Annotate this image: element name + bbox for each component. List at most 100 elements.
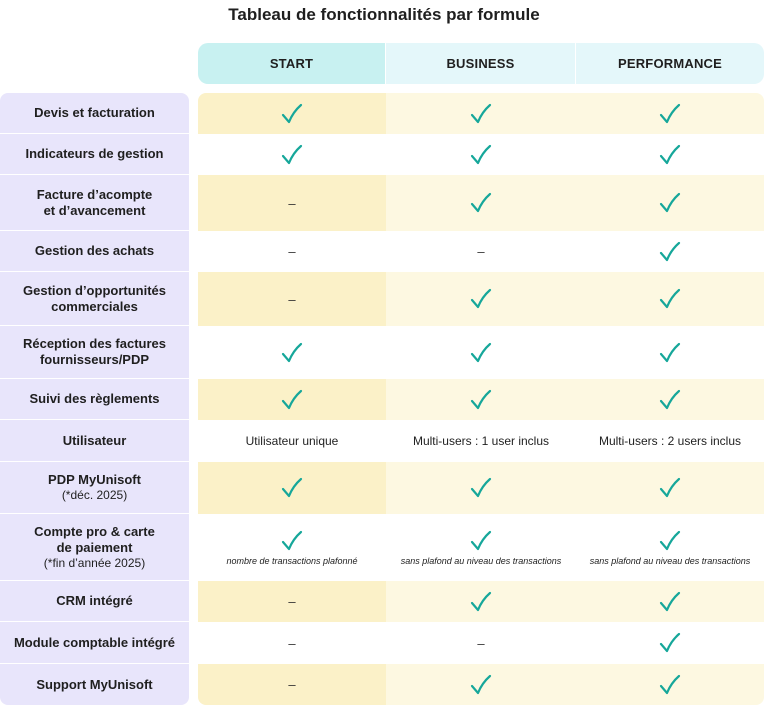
table-cell-business <box>386 581 576 622</box>
not-included-dash: – <box>477 244 485 259</box>
check-icon <box>470 477 492 499</box>
not-included-dash: – <box>288 594 296 609</box>
check-icon <box>470 144 492 166</box>
table-cell-start: – <box>198 175 386 231</box>
check-icon <box>470 389 492 411</box>
table-cell-performance <box>576 326 764 379</box>
check-icon <box>659 288 681 310</box>
check-icon <box>470 674 492 696</box>
table-cell-performance <box>576 93 764 134</box>
not-included-dash: – <box>288 244 296 259</box>
row-label: Indicateurs de gestion <box>0 134 189 175</box>
check-icon <box>470 192 492 214</box>
row-label: Support MyUnisoft <box>0 664 189 705</box>
table-cell-start <box>198 462 386 514</box>
not-included-dash: – <box>477 635 485 651</box>
table-cell-performance <box>576 462 764 514</box>
table-cell-start: – <box>198 664 386 705</box>
table-cell-performance <box>576 581 764 622</box>
table-corner <box>0 43 189 84</box>
row-label: Suivi des règlements <box>0 379 189 420</box>
check-icon <box>281 477 303 499</box>
table-cell-business <box>386 134 576 175</box>
check-icon <box>281 530 303 552</box>
table-cell-business: Multi-users : 1 user inclus <box>386 420 576 462</box>
cell-footnote: sans plafond au niveau des transactions <box>400 555 562 566</box>
check-icon <box>470 591 492 613</box>
check-icon <box>281 389 303 411</box>
row-label: Module comptable intégré <box>0 622 189 664</box>
row-label-text: fournisseurs/PDP <box>39 352 150 367</box>
row-label: Utilisateur <box>0 420 189 462</box>
row-label: PDP MyUnisoft (*déc. 2025) <box>0 462 189 514</box>
table-cell-performance <box>576 272 764 326</box>
table-cell-business: – <box>386 231 576 272</box>
row-label: Réception des factures fournisseurs/PDP <box>0 326 189 379</box>
check-icon <box>659 674 681 696</box>
check-icon <box>659 477 681 499</box>
row-label-text: Support MyUnisoft <box>36 676 153 692</box>
table-cell-start: – <box>198 622 386 664</box>
check-icon <box>659 632 681 654</box>
table-cell-start: – <box>198 231 386 272</box>
table-cell-start: – <box>198 581 386 622</box>
check-icon <box>659 389 681 411</box>
row-label-note: (*fin d’année 2025) <box>43 555 146 570</box>
table-cell-performance <box>576 134 764 175</box>
table-cell-performance: sans plafond au niveau des transactions <box>576 514 764 581</box>
table-cell-start <box>198 379 386 420</box>
check-icon <box>281 144 303 166</box>
column-header-performance: PERFORMANCE <box>576 43 764 84</box>
table-cell-business <box>386 93 576 134</box>
check-icon <box>659 591 681 613</box>
table-cell-performance <box>576 175 764 231</box>
row-label: Devis et facturation <box>0 93 189 134</box>
table-cell-business <box>386 272 576 326</box>
check-icon <box>470 103 492 125</box>
row-label: Facture d’acompte et d’avancement <box>0 175 189 231</box>
row-label-text: CRM intégré <box>56 593 133 608</box>
not-included-dash: – <box>288 635 296 651</box>
cell-text: Multi-users : 2 users inclus <box>598 434 742 448</box>
table-cell-business <box>386 326 576 379</box>
table-cell-business <box>386 664 576 705</box>
row-label-text: Réception des factures <box>22 336 167 351</box>
row-label: Gestion d’opportunités commerciales <box>0 272 189 326</box>
table-cell-performance <box>576 664 764 705</box>
row-label-text: Gestion d’opportunités <box>23 282 166 298</box>
row-label-text: Facture d’acompte <box>36 186 153 202</box>
table-cell-performance: Multi-users : 2 users inclus <box>576 420 764 462</box>
cell-footnote: sans plafond au niveau des transactions <box>589 555 751 566</box>
row-label-text: Devis et facturation <box>34 105 155 120</box>
table-cell-business: – <box>386 622 576 664</box>
check-icon <box>470 288 492 310</box>
row-label: Gestion des achats <box>0 231 189 272</box>
check-icon <box>659 103 681 125</box>
check-icon <box>659 342 681 364</box>
check-icon <box>470 530 492 552</box>
row-label: CRM intégré <box>0 581 189 622</box>
table-cell-start <box>198 326 386 379</box>
table-cell-performance <box>576 622 764 664</box>
row-label-text: Suivi des règlements <box>29 391 160 406</box>
row-label-text: et d’avancement <box>43 202 146 218</box>
check-icon <box>470 342 492 364</box>
table-cell-start: nombre de transactions plafonné <box>198 514 386 581</box>
not-included-dash: – <box>288 677 296 692</box>
check-icon <box>659 192 681 214</box>
check-icon <box>659 144 681 166</box>
table-cell-business <box>386 462 576 514</box>
feature-comparison-table: START BUSINESS PERFORMANCE Devis et factura… <box>0 43 764 705</box>
row-label-text: Module comptable intégré <box>13 634 176 650</box>
table-cell-start: – <box>198 272 386 326</box>
row-label-text: commerciales <box>51 298 138 314</box>
cell-text: Multi-users : 1 user inclus <box>412 434 550 448</box>
table-cell-start <box>198 93 386 134</box>
row-label: Compte pro & carte de paiement (*fin d’ann… <box>0 514 189 581</box>
row-label-text: Gestion des achats <box>34 243 155 258</box>
row-label-text: Compte pro & carte <box>34 523 155 539</box>
cell-text: Utilisateur unique <box>245 434 339 448</box>
page-title: Tableau de fonctionnalités par formule <box>228 5 540 24</box>
column-header-start: START <box>198 43 386 84</box>
table-cell-performance <box>576 231 764 272</box>
